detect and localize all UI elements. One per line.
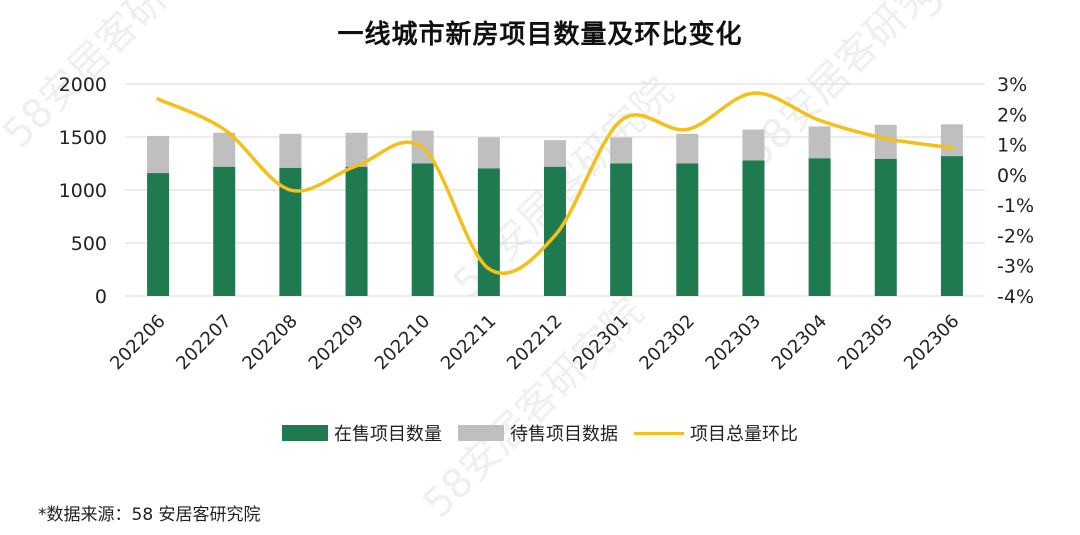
x-tick-label: 202207 xyxy=(172,311,235,374)
x-tick-label: 202306 xyxy=(900,311,963,374)
line-layer xyxy=(156,91,954,276)
watermark-text: 58安居客研究院 xyxy=(905,0,1080,27)
y-left-tick-label: 2000 xyxy=(59,74,107,96)
bar-on-sale xyxy=(874,158,897,296)
legend-label-ratio: 项目总量环比 xyxy=(690,424,798,445)
bar-on-sale xyxy=(676,163,699,296)
bar-pending xyxy=(213,132,236,167)
bar-pending xyxy=(676,133,699,164)
y-right-tick-label: 2% xyxy=(997,104,1027,126)
bar-pending xyxy=(147,135,170,174)
legend-swatch-ratio xyxy=(634,431,684,435)
bar-pending xyxy=(874,124,897,159)
y-right-tick-label: 3% xyxy=(997,74,1027,96)
y-left-tick-label: 1000 xyxy=(59,180,107,202)
bar-pending xyxy=(279,133,302,168)
ratio-line xyxy=(156,91,954,276)
bar-pending xyxy=(610,137,633,164)
bar-on-sale xyxy=(279,167,302,296)
x-tick-label: 202209 xyxy=(305,311,368,374)
legend-swatch-on-sale xyxy=(282,425,328,441)
y-left-tick-label: 500 xyxy=(71,233,107,255)
bar-on-sale xyxy=(544,166,566,296)
legend-label-pending: 待售项目数据 xyxy=(510,424,618,445)
y-left-tick-label: 1500 xyxy=(59,127,107,149)
x-tick-label: 202304 xyxy=(768,311,831,374)
x-tick-label: 202208 xyxy=(238,311,301,374)
y-right-tick-label: -3% xyxy=(997,256,1034,278)
chart-title: 一线城市新房项目数量及环比变化 xyxy=(337,20,743,50)
bar-on-sale xyxy=(742,160,765,296)
x-tick-label: 202211 xyxy=(437,311,500,374)
bar-pending xyxy=(940,124,963,157)
bar-pending xyxy=(742,129,765,161)
bar-on-sale xyxy=(411,163,434,296)
legend-item-pending: 待售项目数据 xyxy=(458,420,618,446)
bar-on-sale xyxy=(147,173,170,296)
bar-on-sale xyxy=(345,166,368,296)
legend-label-on-sale: 在售项目数量 xyxy=(334,424,442,445)
y-left-tick-label: 0 xyxy=(95,286,107,308)
bar-pending xyxy=(808,126,831,159)
bars-layer xyxy=(147,124,963,296)
source-note: *数据来源：58 安居客研究院 xyxy=(38,505,261,525)
x-tick-label: 202303 xyxy=(702,311,765,374)
bar-pending xyxy=(477,137,500,169)
legend-item-ratio: 项目总量环比 xyxy=(634,420,798,446)
legend-swatch-pending xyxy=(458,425,504,441)
bar-on-sale xyxy=(610,163,633,296)
bar-on-sale xyxy=(940,156,963,296)
y-right-tick-label: -1% xyxy=(997,195,1034,217)
bar-pending xyxy=(544,140,566,167)
bar-on-sale xyxy=(477,168,500,296)
legend: 在售项目数量 待售项目数据 项目总量环比 xyxy=(0,420,1080,446)
x-tick-label: 202206 xyxy=(106,311,169,374)
legend-item-on-sale: 在售项目数量 xyxy=(282,420,442,446)
y-right-tick-label: 1% xyxy=(997,135,1027,157)
bar-on-sale xyxy=(808,158,831,296)
y-right-tick-label: -4% xyxy=(997,286,1034,308)
y-right-tick-label: 0% xyxy=(997,165,1027,187)
bar-pending xyxy=(345,132,368,167)
y-right-tick-label: -2% xyxy=(997,225,1034,247)
bar-on-sale xyxy=(213,166,236,296)
watermark-text: 58安居客研究院 xyxy=(0,0,233,157)
x-tick-label: 202210 xyxy=(371,311,434,374)
x-tick-label: 202305 xyxy=(834,311,897,374)
